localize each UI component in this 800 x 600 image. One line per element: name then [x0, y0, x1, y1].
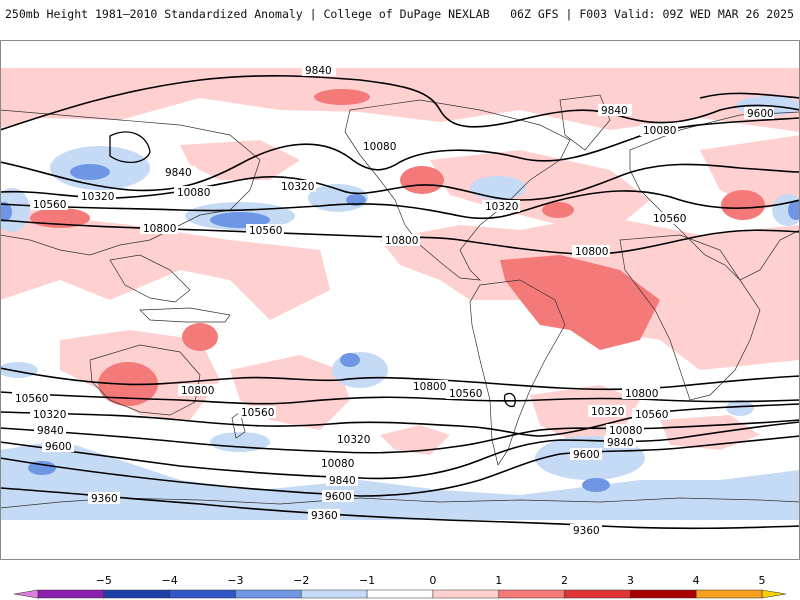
- contour-10080-north: [0, 117, 800, 192]
- contour-label: 10800: [181, 385, 214, 397]
- colorbar-tick-label: −4: [162, 574, 178, 587]
- colorbar-segment: [103, 589, 170, 599]
- contour-label: 10320: [33, 409, 66, 421]
- contour-label: 10080: [177, 187, 210, 199]
- map-header: 250mb Height 1981–2010 Standardized Anom…: [0, 0, 800, 30]
- contour-10560-north: [0, 190, 800, 220]
- contour-10560-south: [0, 391, 800, 405]
- new-zealand-outline: [231, 411, 246, 439]
- colorbar-segment: [169, 589, 236, 599]
- colorbar-tick-label: 0: [429, 574, 436, 587]
- contour-label: 10560: [33, 199, 66, 211]
- contour-label: 9600: [747, 108, 774, 120]
- colorbar-segment: [498, 589, 565, 599]
- north-america-outline: [344, 99, 571, 281]
- colorbar-segments: [37, 589, 763, 599]
- contour-label: 9360: [91, 493, 118, 505]
- contour-label: 10800: [413, 381, 446, 393]
- contour-label: 10560: [241, 407, 274, 419]
- colorbar-segment: [301, 589, 368, 599]
- colorbar-segment: [630, 589, 697, 599]
- contour-10800-south: [0, 367, 800, 391]
- colorbar-segment: [564, 589, 631, 599]
- model-run-info: 06Z GFS | F003 Valid: 09Z WED MAR 26 202…: [510, 7, 794, 21]
- africa-outline: [619, 234, 761, 401]
- colorbar-tick-label: −3: [227, 574, 243, 587]
- contour-label: 9600: [573, 449, 600, 461]
- colorbar-tick-label: 1: [495, 574, 502, 587]
- contour-9840-south: [0, 421, 800, 480]
- contour-ring-south-america: [503, 392, 516, 408]
- contour-label: 10560: [635, 409, 668, 421]
- contour-label: 10560: [653, 213, 686, 225]
- contour-label: 10320: [81, 191, 114, 203]
- colorbar-tick-label: −1: [359, 574, 375, 587]
- contour-ring-pacific: [109, 131, 151, 163]
- colorbar-segment: [366, 589, 434, 599]
- contour-label: 10800: [625, 388, 658, 400]
- contour-label: 10320: [591, 406, 624, 418]
- contour-9600-north: [699, 92, 800, 99]
- contour-label: 10800: [143, 223, 176, 235]
- indonesia-outline: [139, 307, 231, 323]
- australia-outline: [89, 344, 201, 416]
- colorbar-tick-label: 4: [693, 574, 700, 587]
- contour-label: 9840: [305, 65, 332, 77]
- colorbar-segment: [432, 589, 499, 599]
- colorbar-tick-label: −2: [293, 574, 309, 587]
- contour-9360-south: [0, 487, 800, 530]
- contour-label: 10080: [609, 425, 642, 437]
- contour-label: 9600: [45, 441, 72, 453]
- eurasia-west-outline: [0, 109, 261, 256]
- contour-label: 9840: [607, 437, 634, 449]
- colorbar-segment: [37, 589, 105, 599]
- contour-label: 9840: [329, 475, 356, 487]
- colorbar-segment: [695, 589, 763, 599]
- contour-labels: 9840 9840 9840 9600 10080 10080 10080 10…: [12, 64, 774, 537]
- contour-9840-north: [0, 75, 800, 131]
- contour-10320-north: [0, 163, 800, 201]
- contour-label: 10080: [643, 125, 676, 137]
- map-title: 250mb Height 1981–2010 Standardized Anom…: [5, 7, 490, 21]
- contour-label: 10800: [575, 246, 608, 258]
- contour-label: 9840: [601, 105, 628, 117]
- greenland-outline: [559, 94, 611, 151]
- contour-label: 10560: [449, 388, 482, 400]
- contour-label: 10080: [363, 141, 396, 153]
- contour-label: 10320: [281, 181, 314, 193]
- anomaly-colorbar: −5 −4 −3 −2 −1 0 1 2 3 4 5: [13, 574, 787, 599]
- contour-label: 9600: [325, 491, 352, 503]
- colorbar-segment: [235, 589, 302, 599]
- southeast-asia-outline: [109, 254, 191, 303]
- contour-label: 9360: [573, 525, 600, 537]
- contour-label: 9840: [165, 167, 192, 179]
- contour-10080-south: [0, 419, 800, 454]
- contour-label: 10320: [485, 201, 518, 213]
- contour-label: 10320: [337, 434, 370, 446]
- contour-label: 9840: [37, 425, 64, 437]
- contour-label: 9360: [311, 510, 338, 522]
- colorbar-tick-labels: −5 −4 −3 −2 −1 0 1 2 3 4 5: [96, 574, 766, 587]
- contour-9600-south: [0, 435, 800, 497]
- contour-label: 10080: [321, 458, 354, 470]
- contour-label: 10800: [385, 235, 418, 247]
- contour-label: 10560: [249, 225, 282, 237]
- colorbar-tick-label: 2: [561, 574, 568, 587]
- colorbar-tick-label: −5: [96, 574, 112, 587]
- colorbar-high-arrow: [761, 589, 787, 599]
- contour-label: 10560: [15, 393, 48, 405]
- colorbar-low-arrow: [13, 589, 39, 599]
- colorbar-tick-label: 3: [627, 574, 634, 587]
- colorbar-tick-label: 5: [759, 574, 766, 587]
- anomaly-map: 9840 9840 9840 9600 10080 10080 10080 10…: [0, 40, 800, 560]
